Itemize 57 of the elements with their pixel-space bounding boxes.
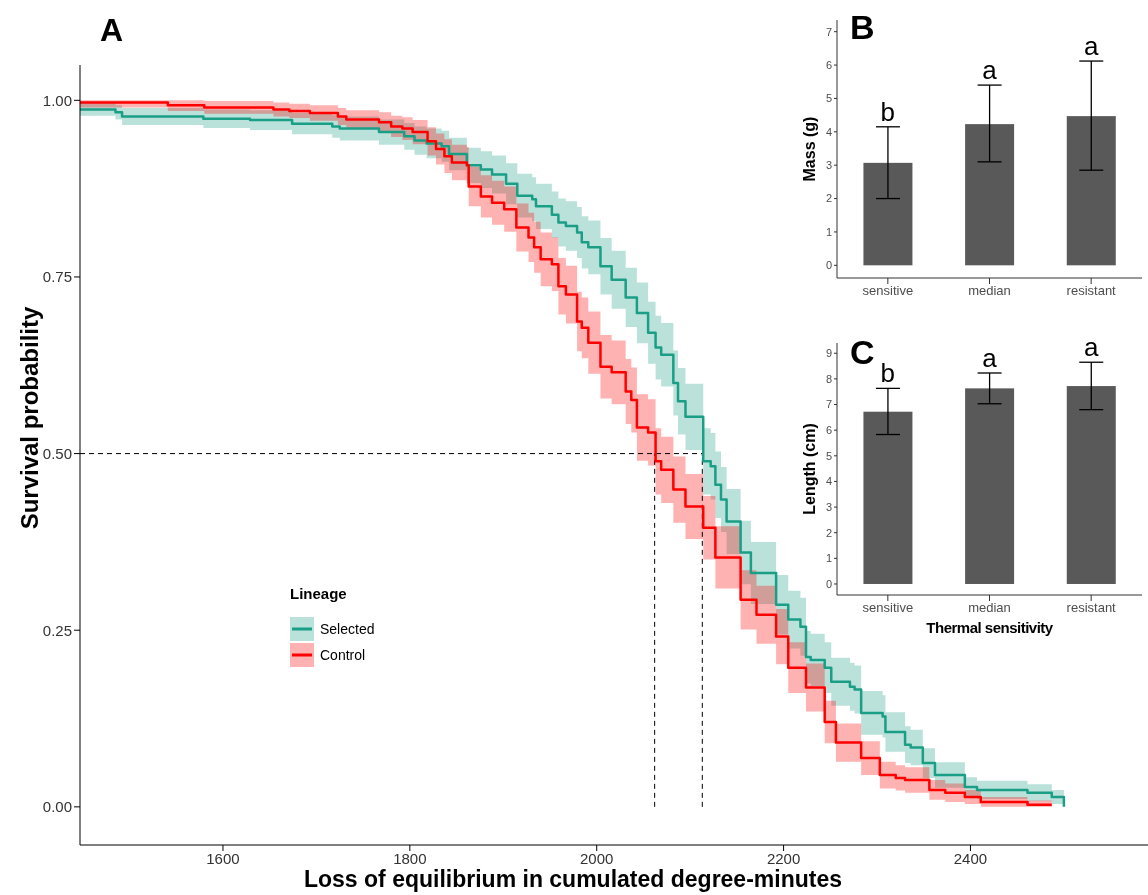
y-axis-title: Mass (g) [801, 116, 819, 182]
annotation: a [982, 342, 998, 373]
y-tick-label: 6 [825, 424, 832, 437]
y-tick-label: 2 [825, 192, 832, 205]
x-tick-label: resistant [1066, 600, 1117, 616]
x-tick-label: 1600 [206, 849, 240, 867]
annotation: a [1083, 31, 1099, 62]
y-tick-label: 8 [825, 372, 832, 385]
y-tick-label: 4 [825, 475, 832, 488]
x-tick-label: 1800 [393, 849, 427, 867]
y-tick-label: 9 [825, 347, 832, 360]
y-tick-label: 2 [825, 526, 832, 539]
y-tick-label: 0.25 [42, 621, 72, 639]
x-tick-label: resistant [1066, 283, 1117, 299]
y-tick-label: 3 [825, 500, 832, 513]
chart-title: C [850, 333, 875, 372]
y-tick-label: 3 [825, 159, 832, 172]
legend-title: Lineage [290, 585, 348, 602]
bar [965, 388, 1015, 584]
x-tick-label: 2400 [953, 849, 988, 867]
bar [1066, 386, 1116, 584]
y-tick-label: 1 [825, 225, 832, 238]
y-tick-label: 0 [825, 577, 832, 590]
y-axis-title: Survival probability [16, 306, 43, 530]
y-tick-label: 0 [825, 259, 832, 272]
y-tick-label: 0.50 [42, 444, 72, 462]
x-tick-label: 2000 [580, 849, 614, 867]
chart-title: A [100, 12, 124, 49]
y-axis-title: Length (cm) [801, 423, 819, 515]
y-tick-label: 7 [825, 398, 832, 411]
annotation: a [982, 55, 998, 86]
bar [965, 124, 1015, 266]
y-tick-label: 1 [825, 552, 832, 565]
annotation: b [880, 96, 896, 127]
y-tick-label: 0.75 [42, 268, 72, 286]
y-tick-label: 4 [825, 125, 832, 138]
annotation: a [1083, 332, 1099, 363]
y-tick-label: 6 [825, 58, 832, 71]
x-axis-title: Loss of equilibrium in cumulated degree-minutes [303, 866, 843, 893]
y-tick-label: 7 [825, 25, 832, 38]
y-tick-label: 5 [825, 92, 832, 105]
y-tick-label: 0.00 [42, 798, 72, 816]
y-tick-label: 5 [825, 449, 832, 462]
chart-title: B [850, 8, 875, 47]
bar [863, 162, 913, 266]
bar [1066, 116, 1116, 266]
x-tick-label: sensitive [862, 283, 914, 299]
annotation: b [880, 358, 896, 389]
x-tick-label: median [968, 283, 1011, 299]
bar [863, 411, 913, 584]
legend-label: Selected [320, 621, 375, 637]
x-tick-label: 2200 [766, 849, 801, 867]
x-tick-label: median [968, 600, 1011, 616]
x-tick-label: sensitive [862, 600, 914, 616]
legend-label: Control [320, 647, 366, 663]
x-axis-title: Thermal sensitivity [926, 619, 1053, 636]
y-tick-label: 1.00 [42, 91, 72, 109]
